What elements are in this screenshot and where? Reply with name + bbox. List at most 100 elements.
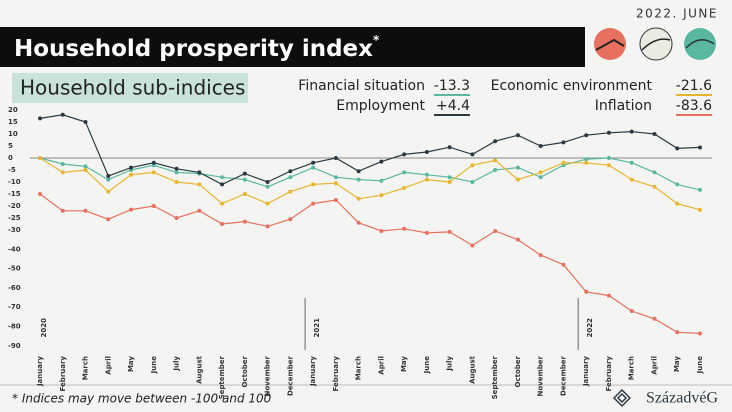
data-point	[242, 171, 247, 176]
data-point	[629, 177, 634, 182]
series	[38, 156, 702, 212]
y-tick-label: -25	[8, 214, 21, 222]
data-point	[538, 175, 543, 180]
data-point	[470, 163, 475, 168]
data-point	[493, 158, 498, 163]
y-tick-label: -60	[8, 284, 21, 292]
x-tick-label: December	[286, 355, 294, 396]
data-point	[561, 140, 566, 145]
series-line	[39, 193, 701, 334]
data-point	[424, 230, 429, 235]
y-tick-label: -80	[8, 323, 21, 331]
data-point	[242, 219, 247, 224]
y-tick-label: 20	[8, 106, 18, 114]
x-tick-label: June	[696, 356, 704, 375]
data-point	[675, 201, 680, 206]
data-point	[333, 175, 338, 180]
data-point	[288, 169, 293, 174]
data-point	[220, 222, 225, 226]
data-point	[424, 150, 429, 154]
data-point	[83, 120, 88, 124]
data-point	[493, 139, 498, 144]
data-point	[447, 229, 452, 234]
legend-value: -21.6	[676, 78, 712, 94]
y-tick-label: -15	[8, 190, 21, 198]
data-point	[470, 152, 475, 157]
data-point	[356, 169, 361, 174]
y-tick-label: 5	[8, 142, 13, 150]
legend-label: Economic environment	[491, 78, 653, 94]
data-point	[242, 177, 247, 182]
data-point	[38, 192, 42, 196]
data-point	[515, 237, 520, 242]
legend-label: Employment	[336, 98, 425, 114]
title-mark: *	[373, 33, 380, 47]
x-tick-label: February	[605, 356, 613, 392]
data-point	[652, 132, 657, 136]
data-point	[515, 177, 520, 182]
x-tick-label: November	[264, 355, 272, 396]
x-tick-label: August	[195, 355, 203, 384]
data-point	[538, 170, 543, 175]
date: 2022. JUNE	[636, 7, 718, 21]
data-point	[83, 208, 88, 213]
x-tick-label: June	[423, 356, 431, 375]
data-point	[652, 184, 657, 189]
data-point	[151, 204, 156, 208]
series-line	[39, 157, 701, 211]
legend-value: -83.6	[676, 98, 712, 114]
x-tick-label: September	[218, 355, 226, 399]
data-point	[174, 180, 179, 184]
data-point	[538, 253, 543, 258]
data-point	[38, 156, 42, 160]
y-tick-label: -10	[8, 178, 21, 186]
data-point	[129, 172, 134, 177]
data-point	[333, 156, 338, 160]
data-point	[402, 170, 407, 175]
y-tick-label: -90	[8, 342, 21, 350]
data-point	[698, 145, 702, 150]
data-point	[538, 144, 543, 148]
chart-title: Household prosperity index*	[14, 33, 380, 62]
x-tick-label: August	[468, 355, 476, 384]
data-point	[447, 175, 452, 180]
data-point	[60, 162, 65, 166]
footnote: * Indices may move between -100 and 100	[12, 392, 272, 406]
data-point	[470, 180, 475, 184]
brand-logo	[612, 388, 632, 408]
data-point	[447, 145, 452, 150]
year-label: 2021	[313, 318, 321, 338]
legend-value: +4.4	[436, 98, 470, 114]
data-point	[606, 130, 611, 135]
data-point	[311, 165, 316, 170]
data-point	[515, 133, 520, 138]
y-tick-label: -20	[8, 202, 21, 210]
x-tick-label: October	[514, 355, 522, 387]
data-point	[470, 243, 475, 248]
data-point	[698, 187, 702, 192]
x-tick-label: May	[127, 356, 135, 372]
data-point	[629, 309, 634, 314]
data-point	[288, 217, 293, 222]
x-tick-label: January	[309, 356, 317, 387]
data-point	[561, 262, 566, 267]
subtitle: Household sub-indices	[20, 76, 245, 100]
data-point	[606, 293, 611, 298]
data-point	[561, 160, 566, 165]
x-tick-label: July	[446, 356, 454, 372]
data-point	[60, 170, 65, 175]
data-point	[220, 175, 225, 180]
data-point	[129, 207, 134, 212]
y-tick-label: -40	[8, 245, 21, 253]
data-point	[129, 165, 134, 170]
data-point	[356, 177, 361, 182]
x-tick-label: January	[582, 356, 590, 387]
data-point	[174, 166, 179, 171]
data-point	[197, 182, 202, 187]
data-point	[675, 330, 680, 335]
data-point	[220, 182, 225, 187]
data-point	[652, 170, 657, 175]
x-tick-label: January	[36, 356, 44, 387]
legend-label: Financial situation	[298, 78, 425, 94]
